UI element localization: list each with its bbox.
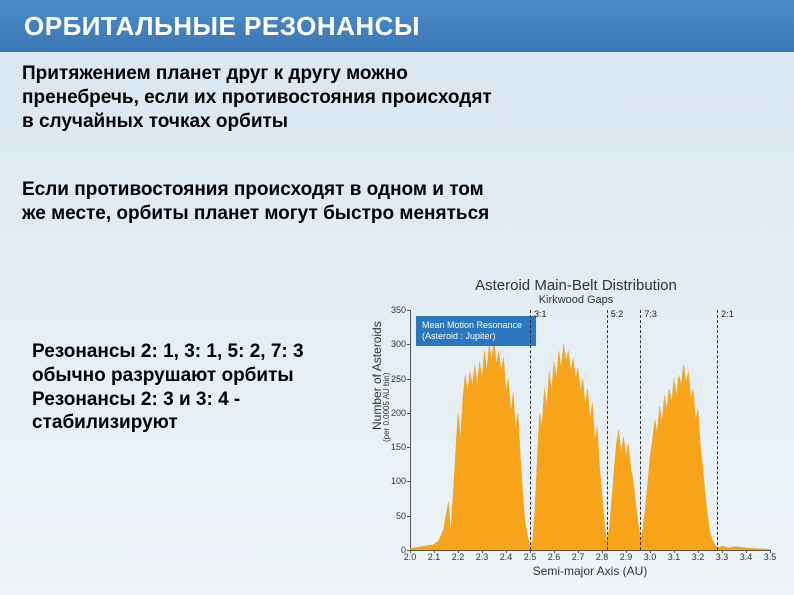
y-tick: 100 [382,476,406,486]
x-tick: 2.7 [572,552,585,562]
x-tick: 2.1 [428,552,441,562]
x-axis-line [410,550,770,551]
area-svg [410,310,770,550]
resonance-line [717,310,718,550]
x-tick: 2.9 [620,552,633,562]
x-tick: 2.4 [500,552,513,562]
x-tick: 2.0 [404,552,417,562]
x-tick: 2.5 [524,552,537,562]
chart-legend: Mean Motion Resonance (Asteroid : Jupite… [416,316,536,346]
resonance-label: 5:2 [611,309,624,319]
resonance-line [640,310,641,550]
resonance-line [530,310,531,550]
y-tick: 250 [382,374,406,384]
x-tick: 3.2 [692,552,705,562]
y-tick: 350 [382,305,406,315]
x-tick: 2.2 [452,552,465,562]
title-bar: ОРБИТАЛЬНЫЕ РЕЗОНАНСЫ [0,0,794,52]
resonance-label: 7:3 [644,309,657,319]
x-tick: 3.5 [764,552,777,562]
x-tick: 2.8 [596,552,609,562]
paragraph-2: Если противостояния происходят в одном и… [22,178,492,226]
paragraph-3: Резонансы 2: 1, 3: 1, 5: 2, 7: 3 обычно … [32,340,342,435]
slide-title: ОРБИТАЛЬНЫЕ РЕЗОНАНСЫ [24,11,420,42]
slide: ОРБИТАЛЬНЫЕ РЕЗОНАНСЫ Притяжением планет… [0,0,794,595]
resonance-line [607,310,608,550]
resonance-label: 3:1 [534,309,547,319]
legend-line2: (Asteroid : Jupiter) [422,331,530,342]
y-tick: 150 [382,442,406,452]
x-axis-label: Semi-major Axis (AU) [410,564,770,578]
kirkwood-chart: Asteroid Main-Belt Distribution Kirkwood… [366,277,786,587]
chart-title: Asteroid Main-Belt Distribution [366,277,786,294]
plot-area: Number of Asteroids (per 0.0005 AU bin) … [410,310,770,550]
x-tick: 2.6 [548,552,561,562]
resonance-label: 2:1 [721,309,734,319]
y-tick: 300 [382,339,406,349]
x-tick: 3.3 [716,552,729,562]
legend-line1: Mean Motion Resonance [422,320,530,331]
x-tick: 3.4 [740,552,753,562]
y-tick: 50 [382,511,406,521]
x-tick: 3.1 [668,552,681,562]
chart-subtitle: Kirkwood Gaps [366,294,786,306]
y-tick: 0 [382,545,406,555]
x-tick: 2.3 [476,552,489,562]
x-tick: 3.0 [644,552,657,562]
y-tick: 200 [382,408,406,418]
paragraph-1: Притяжением планет друг к другу можно пр… [22,62,492,133]
